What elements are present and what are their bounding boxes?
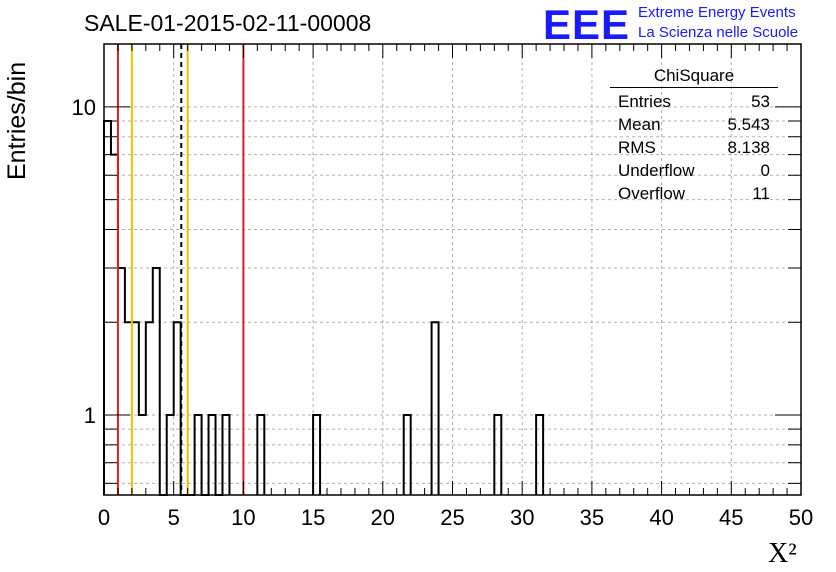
x-tick-label: 0	[98, 505, 110, 530]
x-tick-label: 25	[440, 505, 464, 530]
chart-title: SALE-01-2015-02-11-00008	[84, 10, 372, 36]
y-axis-label: Entries/bin	[3, 61, 31, 180]
y-tick-label: 10	[72, 95, 96, 120]
x-tick-label: 50	[789, 505, 813, 530]
stats-row-rms: RMS 8.138	[610, 136, 778, 159]
stats-value: 8.138	[727, 138, 770, 157]
y-tick-label: 1	[84, 403, 96, 428]
x-tick-label: 40	[649, 505, 673, 530]
histogram-bin	[432, 322, 439, 495]
stats-title: ChiSquare	[610, 66, 778, 88]
stats-value: 53	[751, 92, 770, 111]
histogram-bin	[111, 155, 118, 495]
logo-subtitle-2: La Scienza nelle Scuole	[638, 24, 799, 41]
histogram-bin	[125, 322, 132, 495]
x-axis-label: X²	[768, 538, 797, 569]
x-tick-label: 20	[371, 505, 395, 530]
histogram-bin	[132, 322, 139, 495]
logo-subtitle-1: Extreme Energy Events	[638, 4, 796, 21]
stats-label: Overflow	[618, 184, 686, 203]
stats-label: Entries	[618, 92, 671, 111]
stats-row-entries: Entries 53	[610, 90, 778, 113]
x-tick-label: 15	[301, 505, 325, 530]
x-tick-label: 30	[510, 505, 534, 530]
stats-row-mean: Mean 5.543	[610, 113, 778, 136]
stats-row-underflow: Underflow 0	[610, 159, 778, 182]
histogram-bin	[174, 322, 181, 495]
x-tick-label: 35	[580, 505, 604, 530]
eee-logo: EEE	[543, 1, 631, 48]
stats-row-overflow: Overflow 11	[610, 182, 778, 205]
stats-value: 5.543	[727, 115, 770, 134]
histogram-bin	[118, 268, 125, 495]
stats-label: RMS	[618, 138, 656, 157]
histogram-bin	[153, 268, 160, 495]
stats-value: 0	[760, 161, 770, 180]
histogram-bin	[104, 121, 111, 495]
stats-value: 11	[752, 184, 770, 203]
stats-label: Underflow	[618, 161, 695, 180]
histogram-bin	[146, 322, 153, 495]
stats-label: Mean	[618, 115, 661, 134]
x-tick-label: 10	[231, 505, 255, 530]
histogram-line	[103, 119, 545, 496]
x-tick-label: 5	[168, 505, 180, 530]
stats-box: ChiSquare Entries 53 Mean 5.543 RMS 8.13…	[610, 66, 778, 205]
x-tick-label: 45	[719, 505, 743, 530]
